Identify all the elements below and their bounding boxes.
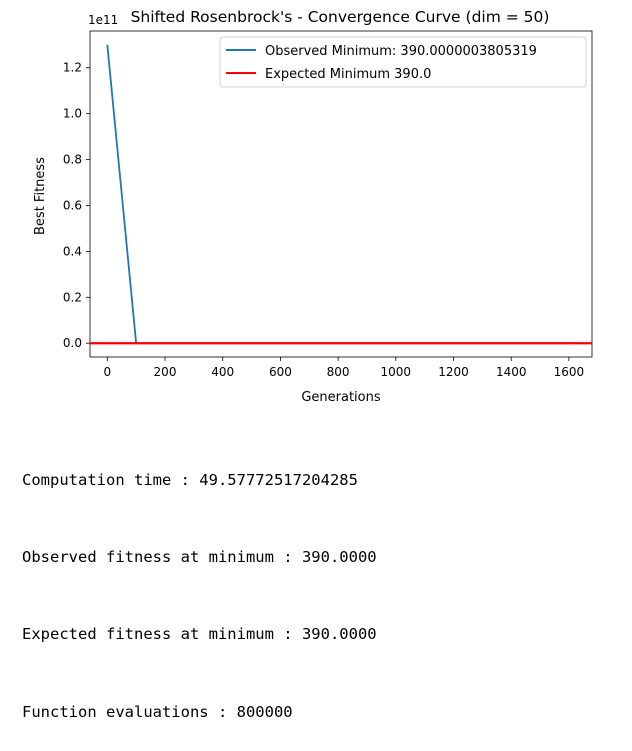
x-tick-label: 800 [327, 365, 350, 379]
y-tick-label: 0.4 [63, 244, 82, 258]
x-tick-label: 1600 [554, 365, 585, 379]
x-tick-label: 600 [269, 365, 292, 379]
chart-title: Shifted Rosenbrock's - Convergence Curve… [131, 8, 550, 26]
expected-fitness-line: Expected fitness at minimum : 390.0000 [22, 625, 377, 644]
y-tick-label: 0.6 [63, 198, 82, 212]
y-tick-label: 0.2 [63, 290, 82, 304]
x-axis-label: Generations [301, 390, 381, 405]
y-tick-label: 1.2 [63, 61, 82, 75]
legend: Observed Minimum: 390.0000003805319 Expe… [219, 36, 587, 88]
computation-time-line: Computation time : 49.57772517204285 [22, 470, 358, 489]
y-tick-label: 1.0 [63, 107, 82, 121]
legend-frame [219, 36, 587, 88]
x-tick-label: 0 [103, 365, 111, 379]
axis-ticks: 0 200 400 600 800 1000 1200 1400 1600 0.0 0.2 0.4 0.… [63, 61, 584, 379]
legend-label-expected: Expected Minimum 390.0 [265, 67, 431, 82]
x-tick-label: 200 [154, 365, 177, 379]
x-tick-label: 1200 [438, 365, 469, 379]
x-tick-label: 400 [211, 365, 234, 379]
legend-label-observed: Observed Minimum: 390.0000003805319 [265, 44, 537, 59]
series-layer [90, 44, 592, 345]
y-tick-label: 0.8 [63, 153, 82, 167]
y-axis-offset-text: 1e11 [88, 13, 118, 27]
convergence-chart: 1e11 Shifted Rosenbrock's - Convergence … [33, 8, 593, 405]
x-tick-label: 1000 [381, 365, 412, 379]
observed-fitness-line: Observed fitness at minimum : 390.0000 [22, 547, 377, 566]
function-evaluations-line: Function evaluations : 800000 [22, 702, 293, 721]
y-axis-label: Best Fitness [33, 157, 48, 235]
y-tick-label: 0.0 [63, 336, 82, 350]
x-tick-label: 1400 [496, 365, 527, 379]
console-output: Computation time : 49.57772517204285 Obs… [22, 416, 377, 751]
